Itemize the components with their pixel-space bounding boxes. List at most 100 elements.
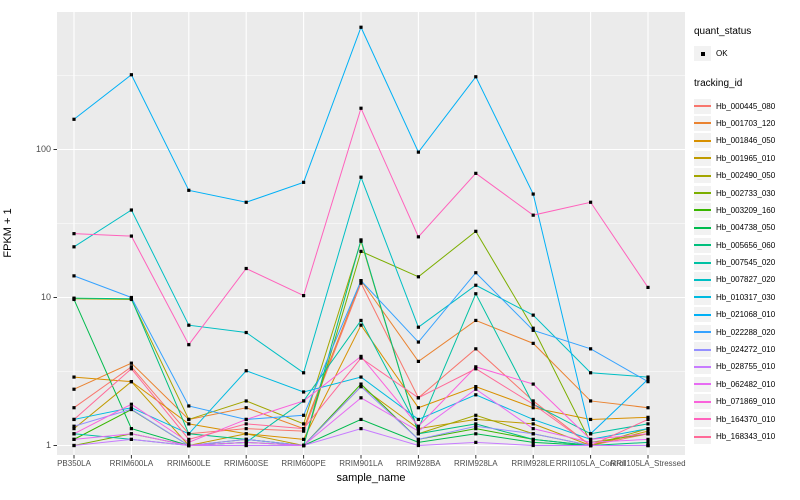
data-point <box>416 359 420 364</box>
data-point <box>359 106 363 110</box>
data-point <box>359 385 363 389</box>
data-point <box>244 399 248 403</box>
legend-key-box <box>694 394 711 410</box>
data-point <box>531 417 535 422</box>
data-point <box>531 406 535 410</box>
data-point <box>244 422 248 426</box>
legend-entry-Hb_000445_080: Hb_000445_080 <box>694 97 800 114</box>
legend-key-box <box>694 185 711 201</box>
data-point <box>129 407 133 411</box>
legend-entry-Hb_002490_050: Hb_002490_050 <box>694 167 800 184</box>
data-point <box>302 180 306 184</box>
legend-key-box <box>694 202 711 218</box>
data-point <box>646 429 650 433</box>
data-point <box>474 271 478 275</box>
legend-key-line-icon <box>694 122 711 125</box>
legend-entry-label: Hb_001703_120 <box>716 118 776 128</box>
legend-entry-label: Hb_024272_010 <box>716 345 776 355</box>
legend-entry-Hb_002733_030: Hb_002733_030 <box>694 184 800 201</box>
data-point <box>474 229 478 233</box>
data-point <box>302 427 306 431</box>
data-point <box>589 417 593 422</box>
legend-entry-label: Hb_071869_010 <box>716 397 776 407</box>
data-point <box>302 413 306 417</box>
legend-key-box <box>694 98 711 114</box>
legend-key-box <box>694 289 711 305</box>
data-point <box>646 437 650 441</box>
data-point <box>589 371 593 375</box>
data-point <box>302 429 306 433</box>
legend-key-line-icon <box>694 157 711 160</box>
data-point <box>646 443 650 448</box>
legend-entry-label: Hb_164370_010 <box>716 414 776 424</box>
legend-entry-Hb_007827_020: Hb_007827_020 <box>694 271 800 288</box>
data-point <box>72 406 76 410</box>
data-point <box>359 375 363 379</box>
legend-key-box <box>694 324 711 340</box>
data-point <box>646 422 650 426</box>
legend-entry-Hb_001965_010: Hb_001965_010 <box>694 150 800 167</box>
data-point <box>72 443 76 448</box>
data-point <box>416 437 420 441</box>
data-point <box>302 390 306 394</box>
legend-entry-label: Hb_007827_020 <box>716 275 776 285</box>
data-point <box>474 413 478 417</box>
data-point <box>474 292 478 296</box>
legend-key-line-icon <box>694 139 711 142</box>
data-point <box>359 354 363 358</box>
legend-entry-Hb_001846_050: Hb_001846_050 <box>694 132 800 149</box>
legend-key-box <box>694 168 711 184</box>
legend-key-line-icon <box>694 209 711 212</box>
data-point <box>129 437 133 441</box>
legend-tracking-entries: Hb_000445_080 Hb_001703_120 Hb_001846_050 H… <box>694 97 800 445</box>
legend-entry-label: Hb_005656_060 <box>716 240 776 250</box>
data-point <box>359 318 363 323</box>
data-point <box>531 341 535 345</box>
data-point <box>646 285 650 290</box>
legend-key-box <box>694 255 711 271</box>
data-point <box>244 200 248 204</box>
data-point <box>531 328 535 332</box>
legend-entry-Hb_028755_010: Hb_028755_010 <box>694 358 800 375</box>
legend-key-line-icon <box>694 348 711 351</box>
plot-panel <box>57 12 685 455</box>
data-point <box>589 443 593 448</box>
legend-key-box <box>694 133 711 149</box>
data-point <box>531 432 535 436</box>
legend-key-box <box>694 429 711 444</box>
data-point <box>474 432 478 436</box>
data-point <box>359 396 363 400</box>
legend-quant-status: quant_status OK <box>694 26 800 62</box>
data-point <box>244 417 248 422</box>
legend-key-box <box>694 272 711 288</box>
data-point <box>72 375 76 379</box>
data-point <box>474 365 478 369</box>
data-point <box>244 427 248 431</box>
data-point <box>646 380 650 384</box>
data-point <box>129 73 133 77</box>
legend-entry-Hb_001703_120: Hb_001703_120 <box>694 115 800 132</box>
legend-key-box <box>694 411 711 427</box>
data-point <box>187 323 191 327</box>
legend-entry-label: Hb_003209_160 <box>716 205 776 215</box>
data-point <box>359 323 363 327</box>
data-point <box>416 427 420 431</box>
data-point <box>416 417 420 422</box>
data-point <box>129 432 133 436</box>
legend-key-box <box>694 115 711 131</box>
data-point <box>129 380 133 384</box>
legend-entry-Hb_005656_060: Hb_005656_060 <box>694 237 800 254</box>
data-point <box>416 340 420 344</box>
data-point <box>129 427 133 431</box>
data-point <box>187 343 191 347</box>
data-point <box>129 365 133 369</box>
data-point <box>646 406 650 410</box>
legend-tracking-id: tracking_id Hb_000445_080 Hb_001703_120 Hb… <box>694 78 800 445</box>
data-point <box>531 213 535 217</box>
data-point <box>129 367 133 371</box>
legend-key-line-icon <box>694 435 711 438</box>
data-point <box>129 361 133 365</box>
data-point <box>531 440 535 444</box>
data-point <box>531 422 535 426</box>
